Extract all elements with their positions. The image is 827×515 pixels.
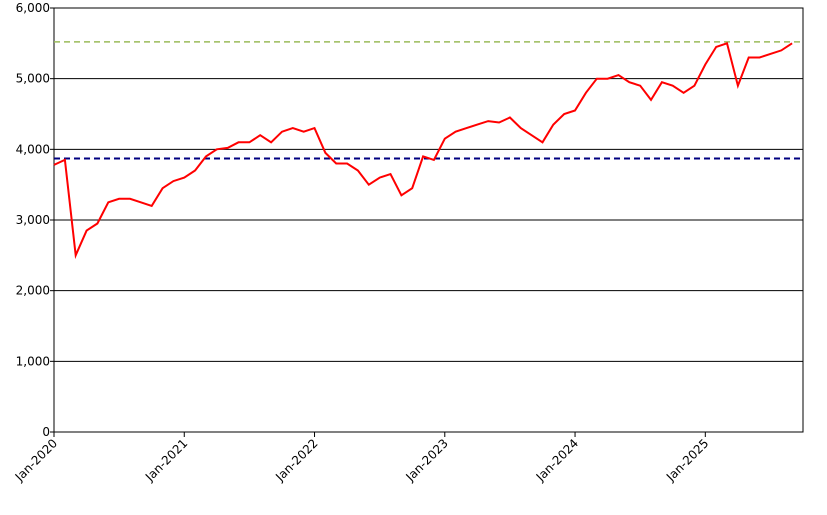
y-tick-label: 0 bbox=[42, 425, 50, 439]
y-tick-label: 2,000 bbox=[16, 284, 50, 298]
y-tick-label: 5,000 bbox=[16, 72, 50, 86]
x-tick-label: Jan-2022 bbox=[272, 436, 320, 484]
x-tick-label: Jan-2025 bbox=[663, 436, 711, 484]
plot-frame bbox=[53, 7, 804, 433]
x-tick-label: Jan-2024 bbox=[533, 436, 581, 484]
x-tick-label: Jan-2023 bbox=[403, 436, 451, 484]
y-tick-label: 3,000 bbox=[16, 213, 50, 227]
x-tick-label: Jan-2020 bbox=[12, 436, 60, 484]
y-tick-label: 1,000 bbox=[16, 354, 50, 368]
y-tick-label: 6,000 bbox=[16, 1, 50, 15]
line-series bbox=[53, 42, 793, 260]
y-tick-label: 4,000 bbox=[16, 142, 50, 156]
x-tick-label: Jan-2021 bbox=[142, 436, 190, 484]
